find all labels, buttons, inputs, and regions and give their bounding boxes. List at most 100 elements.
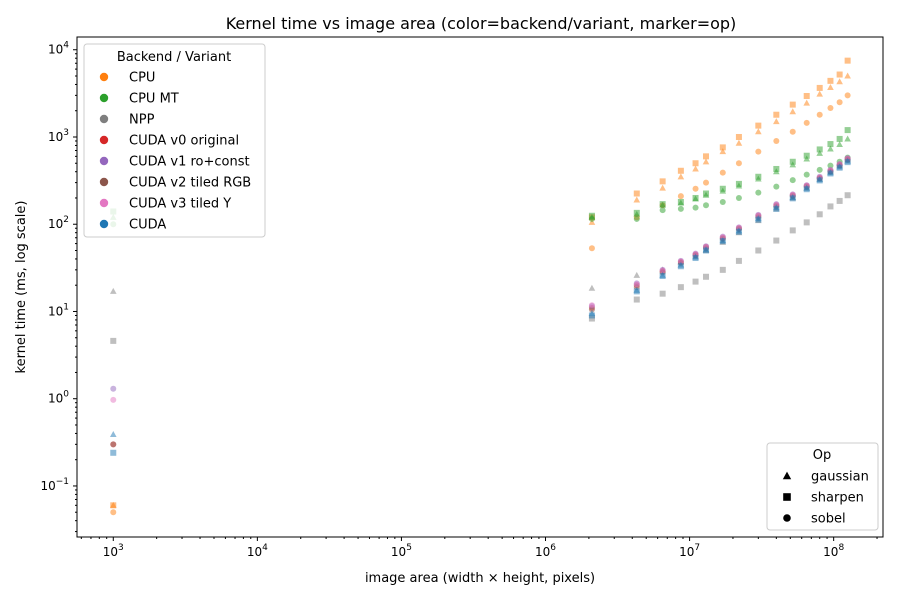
data-point — [803, 152, 810, 159]
data-point — [789, 227, 796, 234]
data-point — [110, 502, 117, 509]
data-point — [677, 258, 684, 265]
data-point — [588, 315, 595, 322]
data-point — [588, 312, 595, 319]
legend-label: CPU — [129, 71, 155, 86]
data-point — [735, 194, 742, 201]
legend-backend-title: Backend / Variant — [117, 50, 231, 65]
legend-marker-cuda — [99, 219, 109, 229]
tick-label: 107 — [679, 543, 700, 559]
data-point — [755, 173, 762, 180]
data-point — [816, 111, 823, 118]
tick-label: 104 — [48, 41, 69, 57]
legend-op-box — [766, 442, 879, 531]
legend-label: CUDA v3 tiled Y — [129, 197, 231, 212]
data-point — [677, 205, 684, 212]
data-point — [109, 430, 117, 437]
data-point — [110, 509, 117, 516]
data-point — [692, 194, 699, 201]
data-point — [659, 184, 666, 191]
data-point — [816, 90, 824, 97]
legend-backend-variant: Backend / Variant CPU CPU MT NPP CUDA v0 or… — [83, 43, 266, 238]
data-point — [836, 99, 843, 106]
legend-label: CUDA — [129, 218, 166, 233]
data-point — [677, 173, 685, 180]
data-point — [827, 162, 834, 169]
data-point — [844, 127, 851, 134]
data-point — [633, 209, 640, 216]
data-point — [755, 148, 762, 155]
data-point — [719, 266, 726, 273]
data-point — [827, 170, 834, 177]
data-point — [803, 99, 811, 106]
data-point — [110, 337, 117, 344]
data-point — [755, 128, 762, 135]
legend-op-title: Op — [813, 448, 831, 463]
data-point — [633, 296, 640, 303]
data-point — [719, 238, 726, 245]
data-point — [803, 186, 810, 193]
data-point — [677, 167, 684, 174]
data-point — [827, 145, 834, 152]
data-point — [755, 247, 762, 254]
data-point — [773, 118, 780, 125]
tick-label: 102 — [48, 215, 69, 231]
data-point — [836, 135, 843, 142]
data-point — [588, 245, 595, 252]
data-point — [827, 141, 834, 148]
data-point — [702, 158, 710, 165]
data-point — [827, 83, 834, 90]
legend-op: Op gaussian sharpen sobel — [766, 442, 879, 531]
tick-label: 104 — [247, 543, 268, 559]
data-point — [692, 185, 699, 192]
data-point — [110, 441, 117, 448]
data-point — [789, 158, 796, 165]
data-point — [703, 190, 710, 197]
data-point — [789, 195, 796, 202]
legend-marker-cpu-mt — [99, 93, 109, 103]
data-point — [844, 92, 851, 99]
data-point — [703, 202, 710, 209]
data-point — [735, 139, 743, 146]
data-point — [755, 122, 762, 129]
data-point — [827, 77, 834, 84]
legend-marker-cpu — [99, 72, 109, 82]
data-point — [659, 201, 666, 208]
tick-label: 105 — [391, 543, 412, 559]
data-point — [844, 57, 851, 64]
data-point — [735, 160, 742, 167]
data-point — [773, 183, 780, 190]
data-point — [789, 101, 796, 108]
data-point — [735, 180, 742, 187]
data-point — [789, 108, 797, 115]
data-point — [588, 302, 595, 309]
data-point — [692, 204, 699, 211]
data-point — [719, 185, 726, 192]
tick-label: 101 — [48, 302, 69, 318]
x-axis-label: image area (width × height, pixels) — [365, 571, 595, 586]
data-point — [719, 169, 726, 176]
y-axis-ticks: 10−1 100 101 102 103 104 — [40, 41, 77, 533]
legend-label: CUDA v0 original — [129, 134, 239, 149]
data-point — [692, 165, 699, 172]
data-point — [633, 281, 640, 288]
data-point — [773, 137, 780, 144]
data-point — [703, 247, 710, 254]
legend-backend-box — [83, 43, 266, 238]
data-point — [588, 284, 596, 291]
data-point — [789, 128, 796, 135]
data-point — [703, 273, 710, 280]
data-point — [633, 271, 641, 278]
data-point — [703, 179, 710, 186]
chart-title: Kernel time vs image area (color=backend… — [226, 14, 737, 33]
data-point — [844, 159, 851, 166]
legend-marker-cuda-v2-tiled-rgb — [99, 177, 109, 187]
data-point — [719, 148, 727, 155]
legend-label: gaussian — [811, 470, 869, 485]
data-point — [816, 84, 823, 91]
data-point — [735, 228, 742, 235]
data-point — [836, 197, 843, 204]
data-point — [677, 198, 684, 205]
data-point — [735, 133, 742, 140]
